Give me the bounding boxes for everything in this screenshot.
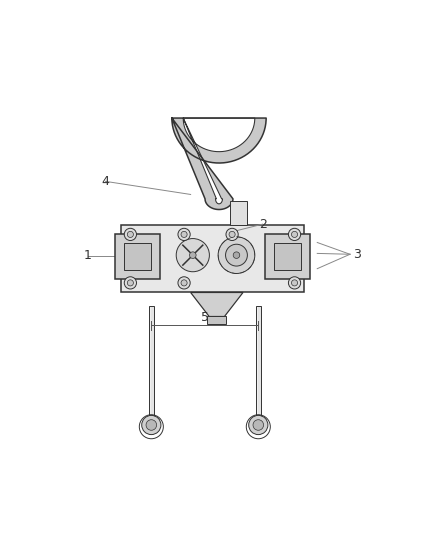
- Circle shape: [226, 228, 238, 240]
- Circle shape: [127, 280, 134, 286]
- Circle shape: [229, 231, 235, 238]
- Circle shape: [181, 280, 187, 286]
- Circle shape: [176, 239, 209, 272]
- Circle shape: [181, 231, 187, 238]
- Circle shape: [190, 252, 196, 259]
- Bar: [256, 306, 261, 422]
- Text: 5: 5: [201, 311, 209, 324]
- Bar: [274, 243, 301, 270]
- Text: 3: 3: [353, 248, 360, 261]
- Bar: [149, 306, 154, 422]
- Bar: [124, 243, 151, 270]
- Circle shape: [178, 277, 190, 289]
- Bar: [115, 234, 160, 279]
- Circle shape: [226, 244, 247, 266]
- Circle shape: [291, 280, 297, 286]
- Text: 1: 1: [84, 249, 92, 262]
- Circle shape: [124, 228, 137, 240]
- Circle shape: [233, 252, 240, 259]
- Circle shape: [253, 419, 264, 430]
- Circle shape: [146, 419, 157, 430]
- Bar: [207, 317, 226, 325]
- Circle shape: [178, 228, 190, 240]
- Circle shape: [249, 415, 268, 434]
- Circle shape: [288, 277, 300, 289]
- Circle shape: [288, 228, 300, 240]
- Circle shape: [142, 415, 161, 434]
- FancyBboxPatch shape: [121, 225, 304, 293]
- Polygon shape: [191, 293, 243, 317]
- Bar: [265, 234, 310, 279]
- Bar: [230, 201, 247, 225]
- Polygon shape: [172, 118, 266, 209]
- Circle shape: [218, 237, 255, 273]
- Circle shape: [124, 277, 137, 289]
- Circle shape: [127, 231, 134, 238]
- Text: 4: 4: [102, 175, 110, 188]
- Text: 2: 2: [259, 217, 267, 231]
- Circle shape: [291, 231, 297, 238]
